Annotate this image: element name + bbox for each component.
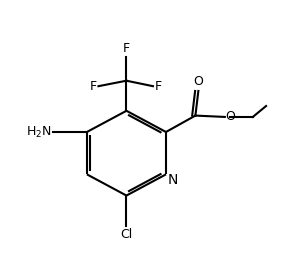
Text: H$_2$N: H$_2$N	[26, 124, 52, 140]
Text: Cl: Cl	[120, 228, 133, 241]
Text: O: O	[225, 110, 235, 123]
Text: N: N	[167, 173, 178, 187]
Text: O: O	[194, 75, 203, 88]
Text: F: F	[154, 80, 161, 93]
Text: F: F	[90, 80, 97, 93]
Text: F: F	[123, 42, 130, 55]
